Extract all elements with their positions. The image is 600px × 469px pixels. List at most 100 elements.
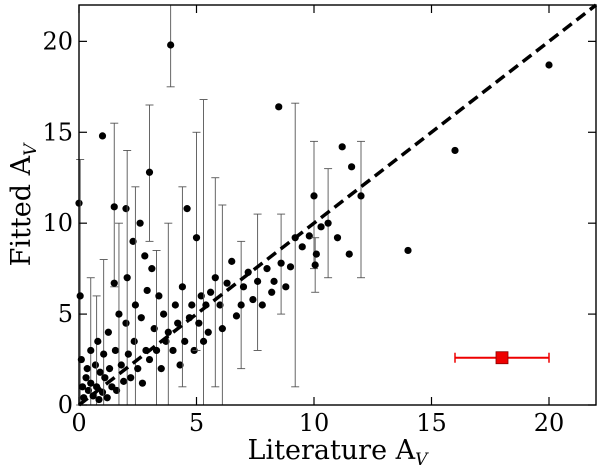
data-point — [94, 337, 102, 345]
point-marker — [134, 365, 142, 373]
data-point — [145, 355, 154, 364]
data-point — [141, 252, 149, 260]
data-point — [150, 325, 158, 333]
data-point — [95, 395, 103, 404]
point-marker — [87, 379, 95, 387]
point-marker — [216, 301, 224, 309]
chart-marks — [75, 4, 553, 406]
point-marker — [157, 365, 165, 373]
data-point — [211, 177, 220, 388]
data-point — [298, 243, 306, 251]
point-marker — [249, 295, 257, 304]
point-marker — [268, 288, 276, 296]
data-point — [188, 301, 196, 309]
x-tick-label: 5 — [189, 409, 204, 437]
data-point — [101, 374, 109, 382]
data-point — [207, 288, 215, 296]
point-marker — [263, 265, 271, 273]
point-marker — [130, 337, 138, 345]
data-point — [91, 361, 100, 369]
y-tick-label: 15 — [42, 118, 73, 146]
data-point — [282, 283, 290, 291]
data-point — [183, 205, 191, 213]
point-marker — [127, 374, 135, 382]
data-point — [253, 213, 262, 351]
data-point — [270, 277, 278, 285]
data-point — [120, 377, 128, 385]
data-point — [237, 240, 246, 370]
point-marker — [100, 350, 108, 358]
data-point — [157, 365, 165, 373]
point-marker — [105, 365, 114, 373]
point-marker — [181, 337, 189, 345]
data-point — [310, 140, 318, 270]
data-point — [169, 346, 177, 355]
data-point — [78, 383, 87, 391]
point-marker — [312, 250, 320, 258]
point-marker — [333, 234, 342, 242]
y-tick-label: 5 — [58, 300, 73, 328]
data-point — [228, 257, 236, 265]
data-point — [223, 279, 231, 287]
point-marker — [78, 383, 87, 391]
point-marker — [545, 61, 553, 69]
point-marker — [84, 386, 92, 395]
x-tick-label: 10 — [299, 409, 330, 437]
data-point — [291, 102, 300, 388]
data-point — [110, 279, 118, 287]
y-tick-label: 10 — [42, 209, 73, 237]
data-point — [134, 365, 142, 373]
data-point — [110, 122, 119, 288]
data-point — [239, 283, 248, 291]
point-marker — [96, 368, 104, 376]
data-point — [103, 394, 111, 402]
data-point — [148, 265, 156, 273]
data-point — [218, 204, 227, 406]
point-marker — [451, 146, 459, 155]
point-marker — [152, 346, 161, 355]
point-marker — [298, 243, 306, 251]
point-marker — [169, 346, 177, 355]
data-point — [98, 388, 107, 396]
point-marker — [183, 205, 191, 213]
point-marker — [141, 252, 149, 260]
x-tick-label: 20 — [534, 409, 565, 437]
data-point — [96, 368, 104, 376]
data-point — [145, 104, 154, 242]
point-marker — [178, 283, 186, 291]
point-marker — [145, 168, 154, 176]
data-point — [199, 99, 208, 406]
data-point — [98, 132, 107, 140]
data-point — [136, 219, 144, 227]
point-marker — [117, 361, 125, 369]
point-marker — [122, 205, 130, 213]
annotation-square-marker — [495, 351, 509, 365]
point-marker — [239, 283, 248, 291]
point-marker — [258, 301, 266, 309]
data-point — [545, 61, 553, 69]
plot-frame — [78, 4, 597, 406]
point-marker — [122, 319, 130, 327]
data-point — [122, 205, 130, 213]
point-marker — [137, 314, 145, 322]
data-point — [176, 361, 184, 369]
point-marker — [150, 325, 158, 333]
point-marker — [195, 319, 203, 327]
data-point — [124, 350, 132, 358]
data-point — [143, 286, 151, 295]
point-marker — [145, 355, 154, 364]
data-point — [113, 386, 121, 395]
data-point — [83, 365, 91, 373]
point-marker — [98, 388, 107, 396]
data-point — [324, 168, 333, 279]
point-marker — [110, 203, 118, 211]
point-marker — [305, 232, 313, 240]
data-point — [277, 213, 286, 315]
y-tick-label: 20 — [42, 27, 73, 55]
point-marker — [113, 386, 121, 395]
data-point — [312, 250, 320, 258]
data-point — [137, 314, 145, 322]
data-point — [451, 146, 459, 155]
point-marker — [282, 283, 290, 291]
